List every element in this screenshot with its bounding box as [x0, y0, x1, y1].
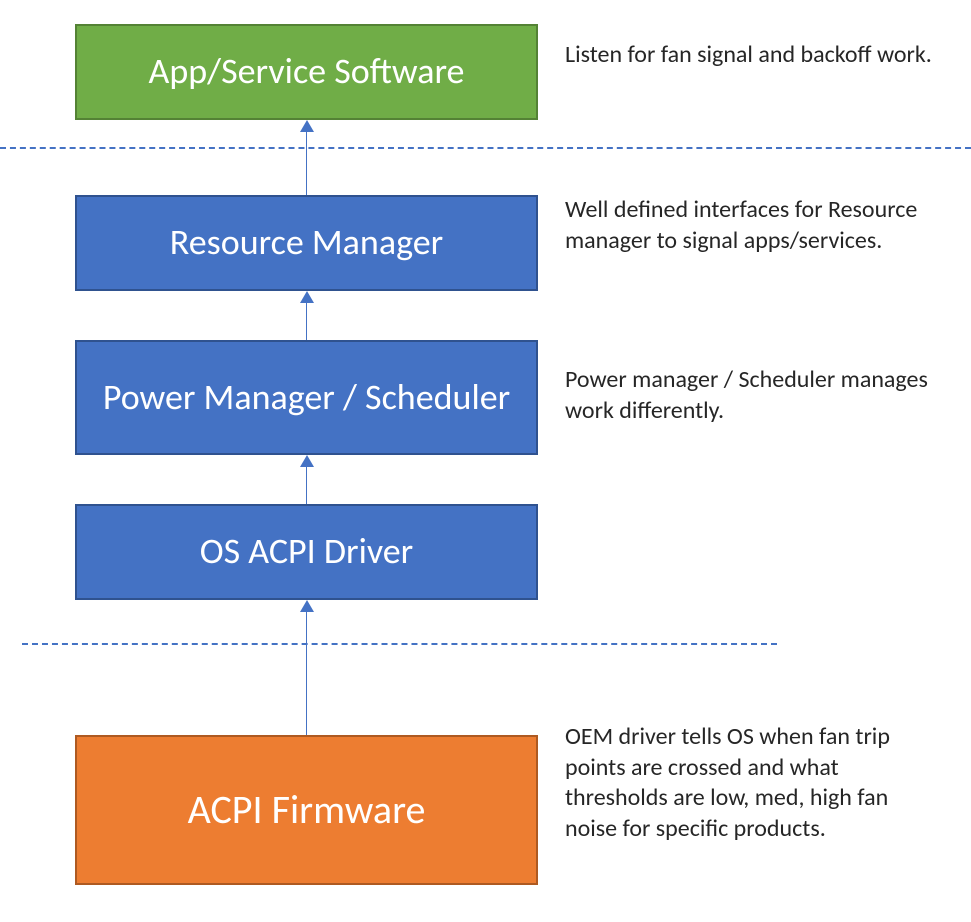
arrow-line: [306, 130, 308, 195]
block-power-manager: Power Manager / Scheduler: [75, 340, 538, 455]
arrow-power-manager-to-resource-manager: [300, 291, 314, 340]
arrow-os-acpi-driver-to-power-manager: [300, 455, 314, 504]
annotation-app-service: Listen for fan signal and backoff work.: [565, 40, 945, 71]
arrow-resource-manager-to-app-service: [300, 120, 314, 195]
divider-1: [22, 643, 777, 645]
annotation-resource-manager: Well defined interfaces for Resource man…: [565, 195, 945, 256]
annotation-power-manager: Power manager / Scheduler manages work d…: [565, 365, 945, 426]
diagram-root: App/Service Software Resource Manager Powe…: [0, 0, 971, 922]
arrow-line: [306, 465, 308, 504]
block-resource-manager: Resource Manager: [75, 195, 538, 291]
arrow-head-icon: [300, 291, 314, 303]
block-acpi-firmware: ACPI Firmware: [75, 735, 538, 885]
arrow-head-icon: [300, 120, 314, 132]
divider-0: [0, 147, 971, 149]
annotation-acpi-firmware: OEM driver tells OS when fan trip points…: [565, 722, 945, 845]
arrow-line: [306, 301, 308, 340]
arrow-acpi-firmware-to-os-acpi-driver: [300, 600, 314, 735]
arrow-line: [306, 610, 308, 735]
block-app-service: App/Service Software: [75, 24, 538, 120]
arrow-head-icon: [300, 455, 314, 467]
block-os-acpi-driver: OS ACPI Driver: [75, 504, 538, 600]
arrow-head-icon: [300, 600, 314, 612]
